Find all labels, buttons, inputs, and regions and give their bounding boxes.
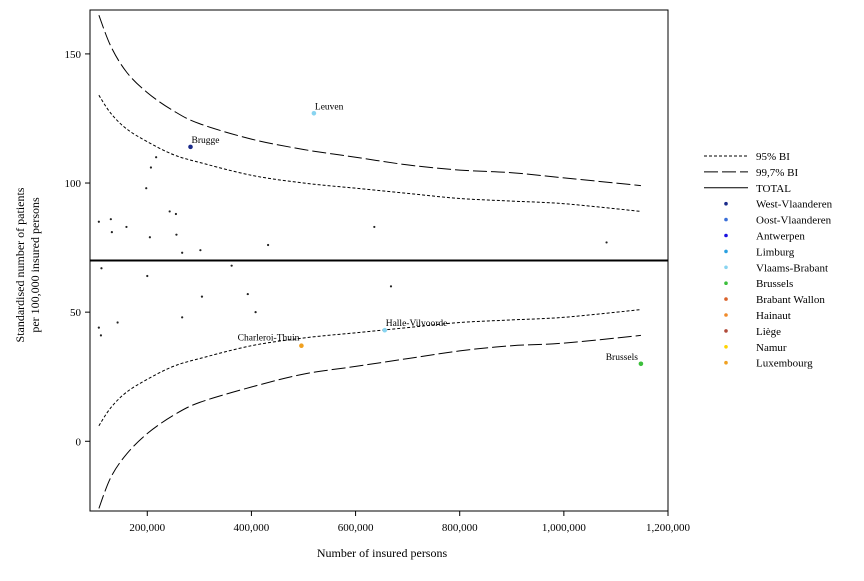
axes-layer: 0 50 100 150 200,000 400,000 600,000 800,000 1,0…: [65, 49, 691, 534]
ci997-lower-curve: [98, 334, 641, 509]
data-point: [389, 285, 393, 288]
legend-province-marker: [724, 201, 728, 206]
legend-province-label: West-Vlaanderen: [756, 199, 833, 211]
y-axis-title: Standardised number of patients per 100,…: [13, 187, 42, 342]
data-point: [246, 292, 249, 296]
ci95-lower-curve: [98, 309, 641, 427]
data-point: [99, 334, 103, 337]
data-point: [109, 218, 112, 221]
point-label: Leuven: [315, 102, 344, 112]
legend-province-marker: [724, 281, 728, 286]
x-tick-label: 400,000: [234, 522, 270, 534]
point-label: Brussels: [606, 353, 639, 363]
legend-province-label: Brabant Wallon: [756, 294, 825, 306]
point-label: Halle-Vilvoorde: [386, 319, 448, 329]
data-point: [230, 264, 233, 267]
legend-province-marker: [724, 249, 728, 254]
legend-province-label: Brussels: [756, 278, 793, 290]
legend-province-label: Hainaut: [756, 310, 791, 322]
x-tick-label: 1,200,000: [646, 522, 691, 534]
data-point: [174, 212, 178, 216]
x-tick-label: 600,000: [338, 522, 374, 534]
legend-ci997-label: 99,7% BI: [756, 167, 799, 179]
data-point: [146, 274, 149, 278]
data-point: [149, 166, 153, 169]
data-point: [110, 230, 113, 234]
x-tick-label: 1,000,000: [542, 522, 587, 534]
legend-province-marker: [724, 360, 728, 365]
legend-province-label: Limburg: [756, 246, 795, 258]
labeled-data-point: [299, 343, 304, 349]
labeled-data-point: [188, 144, 193, 150]
data-point: [168, 210, 171, 213]
legend-province-marker: [724, 329, 728, 333]
data-point: [266, 243, 270, 247]
data-point: [97, 220, 100, 223]
data-point: [605, 241, 608, 244]
data-point: [199, 249, 202, 252]
point-label: Brugge: [191, 136, 219, 146]
data-point: [175, 233, 178, 236]
labeled-data-point: [311, 110, 317, 116]
legend-province-label: Luxembourg: [756, 358, 813, 370]
ci-curves-layer: [98, 15, 641, 509]
data-point: [155, 156, 158, 159]
legend-province-marker: [724, 217, 728, 222]
data-point: [116, 321, 119, 324]
data-point: [373, 225, 376, 229]
y-tick-label: 150: [65, 49, 82, 61]
x-axis-title: Number of insured persons: [317, 546, 448, 560]
legend-province-label: Oost-Vlaanderen: [756, 215, 832, 227]
points-layer: Leuven Brugge Halle-Vilvoorde Charleroi-Thu…: [97, 102, 644, 367]
labeled-data-point: [382, 327, 388, 333]
legend: 95% BI 99,7% BI TOTAL West-Vlaanderen Oost-V…: [704, 151, 833, 370]
y-axis-title-line-1: Standardised number of patients: [13, 187, 27, 342]
y-tick-label: 0: [76, 436, 82, 448]
legend-province-label: Namur: [756, 342, 787, 354]
legend-province-label: Antwerpen: [756, 231, 805, 243]
legend-province-marker: [724, 265, 728, 270]
data-point: [200, 295, 204, 298]
legend-total-label: TOTAL: [756, 183, 791, 195]
data-point: [145, 187, 148, 190]
legend-province-marker: [724, 297, 728, 301]
x-tick-label: 200,000: [129, 522, 165, 534]
legend-province-marker: [724, 313, 728, 317]
legend-ci95-label: 95% BI: [756, 151, 790, 163]
legend-province-marker: [724, 233, 728, 238]
ci997-upper-curve: [98, 15, 641, 187]
data-point: [181, 251, 184, 254]
ci95-upper-curve: [98, 94, 641, 212]
x-tick-label: 800,000: [442, 522, 478, 534]
data-point: [100, 267, 103, 270]
y-axis-title-line-2: per 100,000 insured persons: [28, 197, 42, 333]
y-tick-label: 100: [65, 178, 82, 190]
legend-province-label: Vlaams-Brabant: [756, 262, 828, 274]
legend-province-marker: [724, 345, 728, 349]
data-point: [97, 326, 100, 329]
point-label: Charleroi-Thuin: [238, 334, 300, 344]
data-point: [125, 225, 128, 229]
legend-province-label: Liège: [756, 326, 781, 338]
labeled-data-point: [638, 361, 644, 367]
data-point: [148, 236, 151, 239]
y-tick-label: 50: [70, 307, 82, 319]
data-point: [254, 311, 257, 314]
data-point: [181, 316, 184, 319]
